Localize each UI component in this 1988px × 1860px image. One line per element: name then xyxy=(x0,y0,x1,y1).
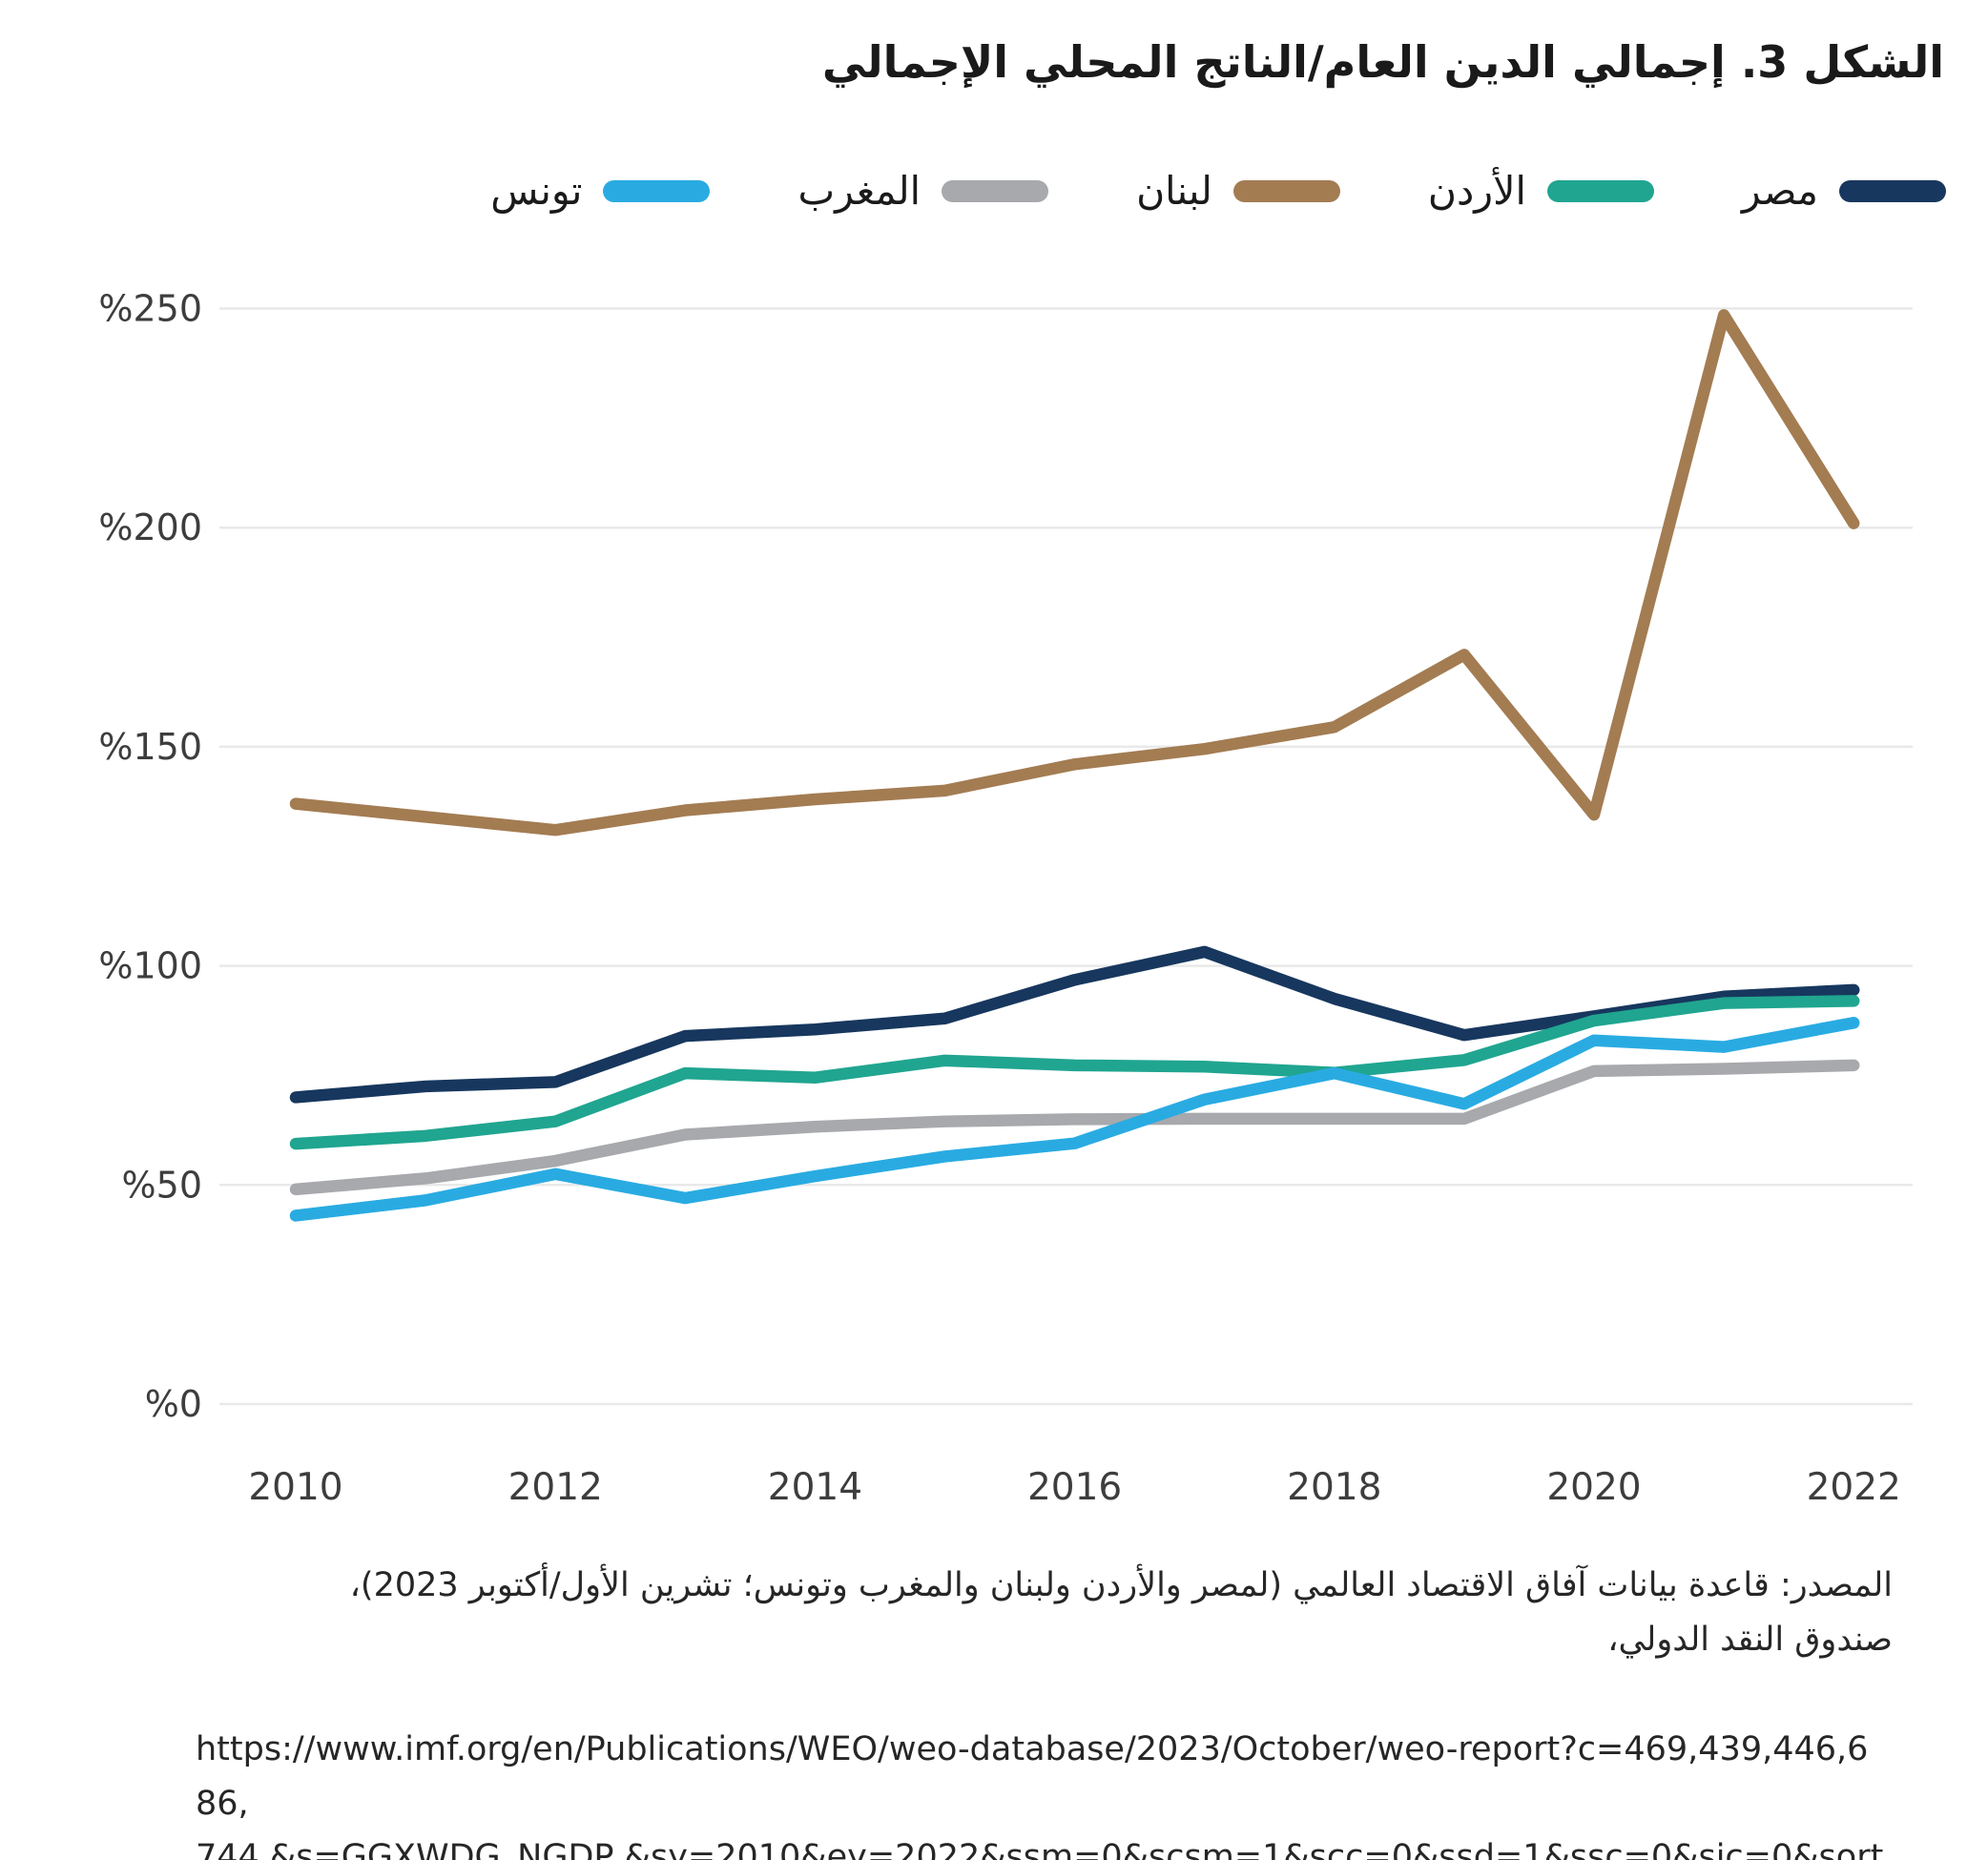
y-axis-label-0: %0 xyxy=(145,1383,202,1425)
line-lebanon xyxy=(289,309,1860,837)
line-tunisia xyxy=(289,1017,1860,1222)
source-url: https://www.imf.org/en/Publications/WEO/… xyxy=(196,1723,1889,1860)
x-axis-label-2016: 2016 xyxy=(1027,1466,1122,1509)
y-axis-label-200: %200 xyxy=(98,506,202,548)
x-axis-label-2010: 2010 xyxy=(248,1466,342,1509)
legend-item-lebanon: لبنان xyxy=(1136,168,1340,214)
legend-item-egypt: مصر xyxy=(1742,168,1946,214)
legend-item-morocco: المغرب xyxy=(797,168,1049,214)
line-morocco xyxy=(289,1059,1860,1196)
source-text-line-2: صندوق النقد الدولي، xyxy=(1607,1620,1893,1659)
y-axis-label-100: %100 xyxy=(98,945,202,987)
line-jordan xyxy=(289,995,1860,1150)
y-axis-label-250: %250 xyxy=(98,288,202,330)
legend-item-jordan: الأردن xyxy=(1428,168,1654,214)
chart-legend: مصر الأردن لبنان المغرب تونس xyxy=(490,168,1946,214)
source-text-line-1: المصدر: قاعدة بيانات آفاق الاقتصاد العال… xyxy=(349,1566,1893,1604)
legend-label-egypt: مصر xyxy=(1741,168,1818,214)
legend-swatch-egypt xyxy=(1839,179,1946,202)
legend-swatch-morocco xyxy=(942,179,1049,202)
legend-label-jordan: الأردن xyxy=(1427,168,1526,214)
x-axis-label-2022: 2022 xyxy=(1807,1466,1901,1509)
legend-swatch-tunisia xyxy=(603,179,711,202)
source-url-line-2: 744,&s=GGXWDG_NGDP,&sy=2010&ey=2022&ssm=… xyxy=(196,1838,1884,1860)
source-block: المصدر: قاعدة بيانات آفاق الاقتصاد العال… xyxy=(196,1559,1893,1666)
y-axis-label-150: %150 xyxy=(98,726,202,768)
legend-label-morocco: المغرب xyxy=(797,168,922,214)
legend-swatch-lebanon xyxy=(1232,179,1340,202)
chart-title: الشكل 3. إجمالي الدين العام/الناتج المحل… xyxy=(821,36,1944,88)
x-axis-label-2020: 2020 xyxy=(1546,1466,1641,1509)
legend-swatch-jordan xyxy=(1546,179,1654,202)
x-axis-label-2018: 2018 xyxy=(1287,1466,1381,1509)
x-axis-label-2014: 2014 xyxy=(768,1466,862,1509)
legend-label-tunisia: تونس xyxy=(490,168,583,214)
source-url-line-1: https://www.imf.org/en/Publications/WEO/… xyxy=(196,1730,1869,1823)
y-axis-label-50: %50 xyxy=(122,1164,202,1206)
x-axis-label-2012: 2012 xyxy=(508,1466,603,1509)
legend-label-lebanon: لبنان xyxy=(1136,168,1212,214)
legend-item-tunisia: تونس xyxy=(490,168,711,214)
